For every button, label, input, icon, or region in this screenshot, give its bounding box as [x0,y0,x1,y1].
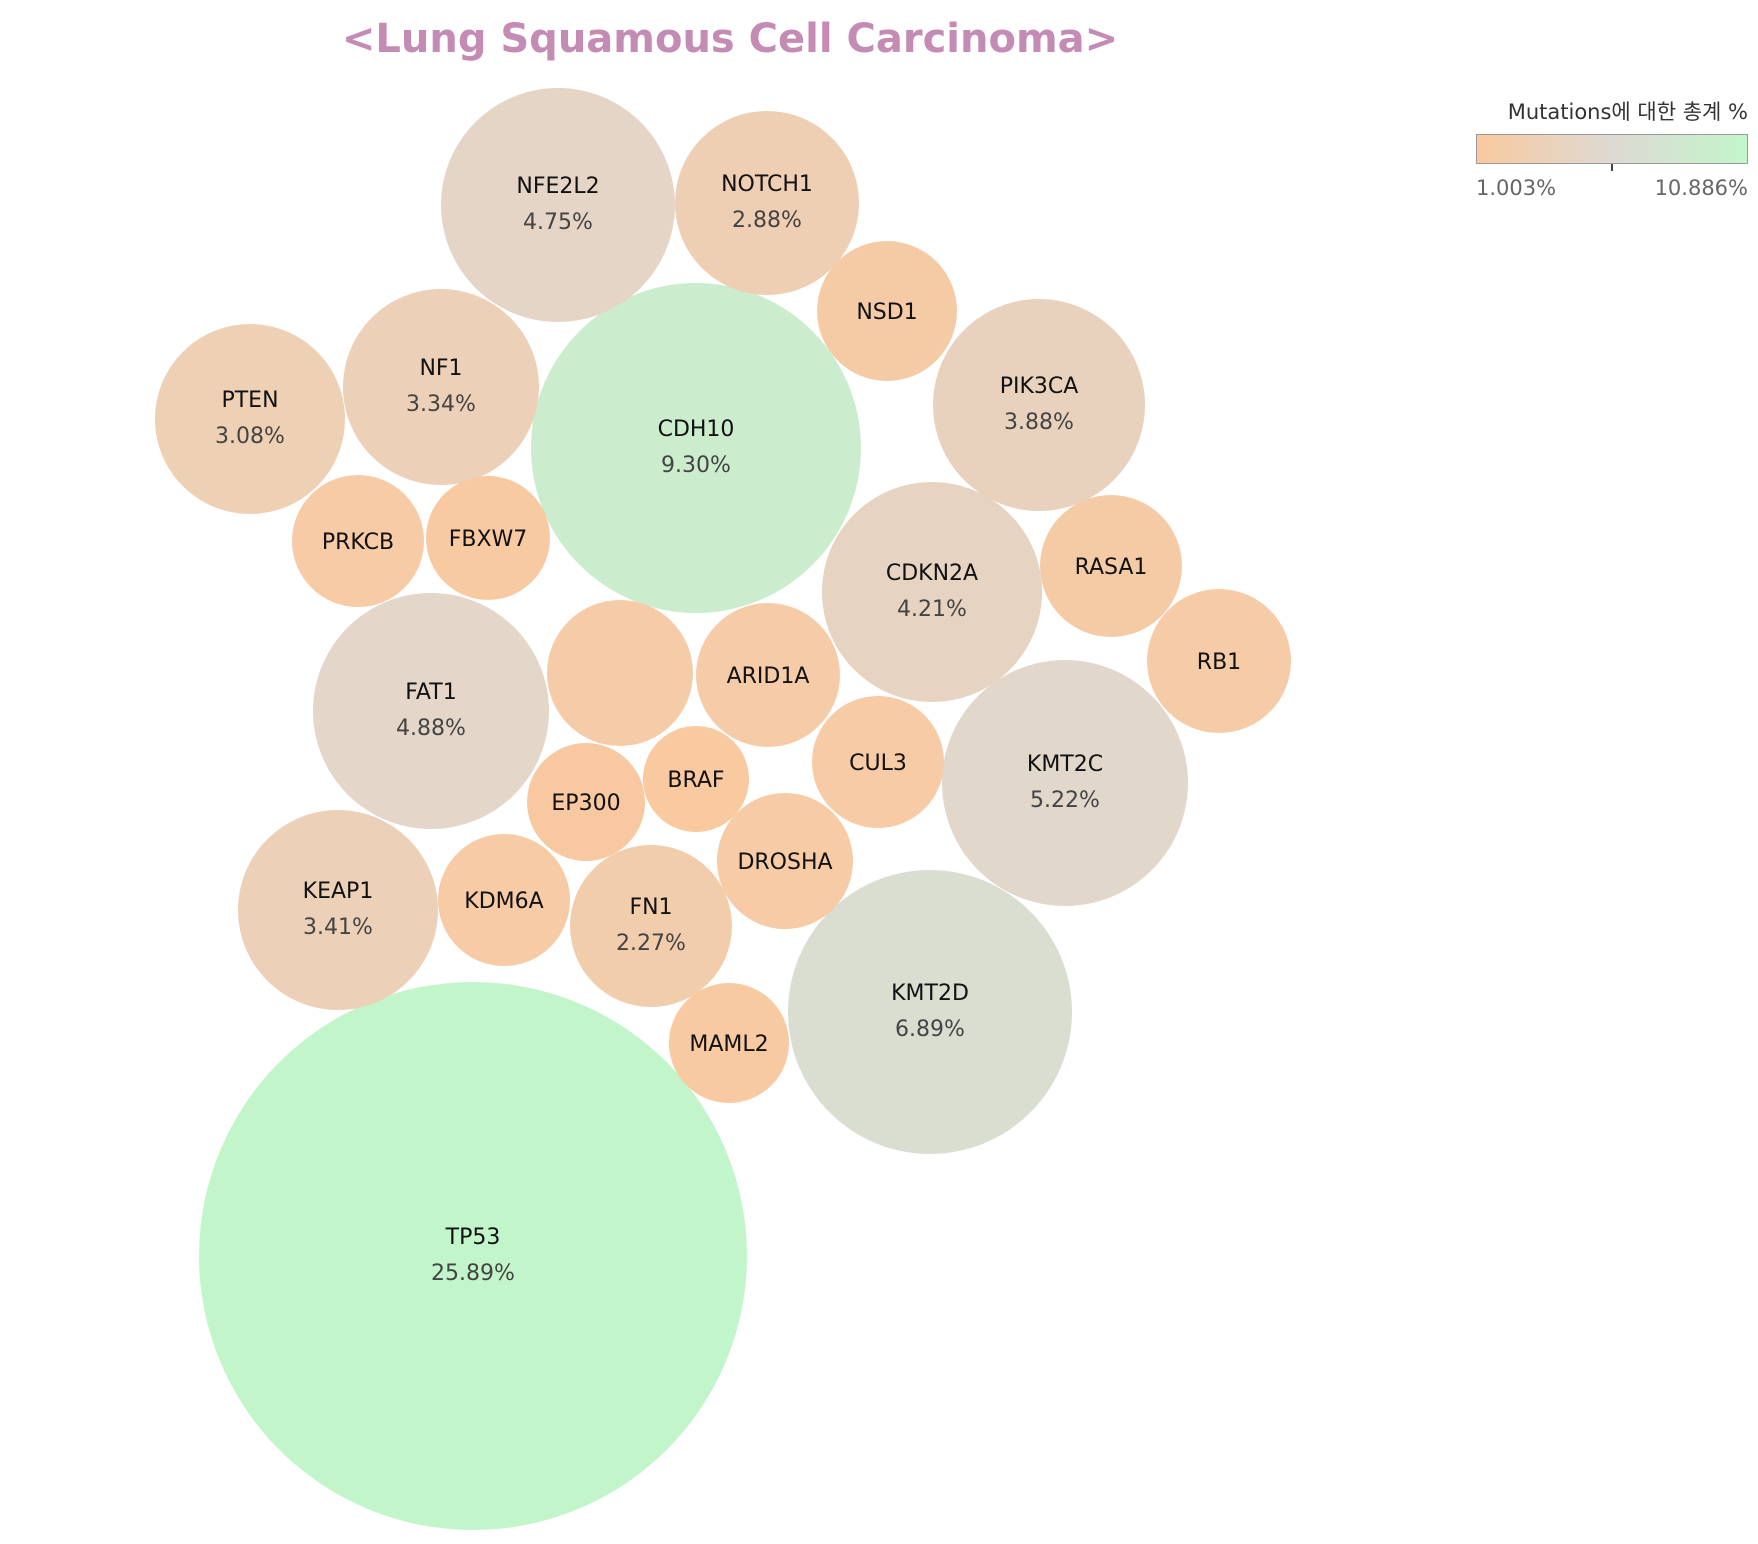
gene-label: NSD1 [856,300,917,325]
legend-gradient-bar [1476,134,1748,164]
gene-label: KMT2C [1027,752,1103,777]
gene-label: TP53 [445,1225,501,1250]
bubble-fn1[interactable]: FN1 2.27% [570,845,732,1007]
gene-label: EP300 [551,791,620,816]
gene-label: KEAP1 [303,879,374,904]
bubble-nsd1[interactable]: NSD1 [817,241,957,381]
bubble-kmt2d[interactable]: KMT2D 6.89% [788,870,1072,1154]
bubble-maml2[interactable]: MAML2 [669,983,789,1103]
percent-label: 3.34% [406,392,476,417]
bubble-unlabeled[interactable] [547,600,693,746]
gene-label: PTEN [221,388,278,413]
bubble-nf1[interactable]: NF1 3.34% [343,289,539,485]
bubble-circle[interactable] [199,982,747,1530]
gene-label: CDKN2A [886,561,978,586]
bubble-circle[interactable] [238,810,438,1010]
gene-label: ARID1A [727,664,810,689]
bubble-circle[interactable] [822,482,1042,702]
bubble-fat1[interactable]: FAT1 4.88% [313,593,549,829]
color-legend: Mutations에 대한 총계 % 1.003% 10.886% [1476,96,1756,200]
bubble-circle[interactable] [547,600,693,746]
bubble-ep300[interactable]: EP300 [527,743,645,861]
percent-label: 3.88% [1004,410,1074,435]
gene-label: KMT2D [891,981,969,1006]
bubble-rasa1[interactable]: RASA1 [1040,495,1182,637]
percent-label: 2.88% [732,208,802,233]
bubble-circle[interactable] [717,793,853,929]
gene-label: CDH10 [658,417,735,442]
gene-label: FAT1 [405,680,456,705]
percent-label: 5.22% [1030,788,1100,813]
bubble-prkcb[interactable]: PRKCB [292,475,424,607]
gene-label: RASA1 [1075,555,1148,580]
bubble-arid1a[interactable]: ARID1A [696,603,840,747]
percent-label: 3.08% [215,424,285,449]
legend-min-label: 1.003% [1476,176,1557,200]
bubble-circle[interactable] [643,726,749,832]
bubble-circle[interactable] [933,299,1145,511]
percent-label: 3.41% [303,915,373,940]
bubble-fbxw7[interactable]: FBXW7 [426,476,550,600]
gene-label: PIK3CA [1000,374,1079,399]
bubble-circle[interactable] [788,870,1072,1154]
percent-label: 4.75% [523,210,593,235]
bubble-circle[interactable] [292,475,424,607]
gene-label: FN1 [629,895,672,920]
gene-label: MAML2 [689,1032,768,1057]
legend-title: Mutations에 대한 총계 % [1507,100,1748,124]
bubble-tp53[interactable]: TP53 25.89% [199,982,747,1530]
bubble-pten[interactable]: PTEN 3.08% [155,324,345,514]
percent-label: 6.89% [895,1017,965,1042]
bubble-circle[interactable] [812,696,944,828]
bubble-rb1[interactable]: RB1 [1147,589,1291,733]
bubble-nfe2l2[interactable]: NFE2L2 4.75% [441,88,675,322]
percent-label: 9.30% [661,453,731,478]
gene-label: KDM6A [464,889,543,914]
legend-tick [1611,164,1613,171]
bubble-keap1[interactable]: KEAP1 3.41% [238,810,438,1010]
bubble-cul3[interactable]: CUL3 [812,696,944,828]
gene-label: NF1 [419,356,462,381]
bubble-circle[interactable] [942,660,1188,906]
bubble-circle[interactable] [817,241,957,381]
bubble-kdm6a[interactable]: KDM6A [438,834,570,966]
bubble-cdkn2a[interactable]: CDKN2A 4.21% [822,482,1042,702]
gene-label: BRAF [667,768,724,793]
percent-label: 25.89% [431,1261,515,1286]
bubble-cdh10[interactable]: CDH10 9.30% [531,283,861,613]
bubble-circle[interactable] [441,88,675,322]
gene-label: FBXW7 [449,527,528,552]
bubble-circle[interactable] [1040,495,1182,637]
bubble-circle[interactable] [669,983,789,1103]
bubble-circle[interactable] [313,593,549,829]
legend-max-label: 10.886% [1654,176,1748,200]
percent-label: 4.21% [897,597,967,622]
gene-label: DROSHA [737,850,832,875]
bubble-circle[interactable] [438,834,570,966]
bubble-circle[interactable] [696,603,840,747]
bubble-chart: TP53 25.89% CDH10 9.30% KMT2D 6.89% KMT2C 5.22%… [155,88,1291,1530]
gene-label: NOTCH1 [721,172,813,197]
bubble-pik3ca[interactable]: PIK3CA 3.88% [933,299,1145,511]
bubble-circle[interactable] [527,743,645,861]
chart-title: <Lung Squamous Cell Carcinoma> [341,16,1119,62]
bubble-circle[interactable] [426,476,550,600]
bubble-circle[interactable] [675,111,859,295]
bubble-circle[interactable] [343,289,539,485]
bubble-notch1[interactable]: NOTCH1 2.88% [675,111,859,295]
gene-label: PRKCB [322,530,394,555]
percent-label: 4.88% [396,716,466,741]
gene-label: RB1 [1197,650,1241,675]
bubble-circle[interactable] [1147,589,1291,733]
bubble-circle[interactable] [570,845,732,1007]
bubble-drosha[interactable]: DROSHA [717,793,853,929]
bubble-circle[interactable] [531,283,861,613]
gene-label: NFE2L2 [516,174,599,199]
percent-label: 2.27% [616,931,686,956]
bubble-braf[interactable]: BRAF [643,726,749,832]
bubble-kmt2c[interactable]: KMT2C 5.22% [942,660,1188,906]
bubble-circle[interactable] [155,324,345,514]
gene-label: CUL3 [849,751,907,776]
